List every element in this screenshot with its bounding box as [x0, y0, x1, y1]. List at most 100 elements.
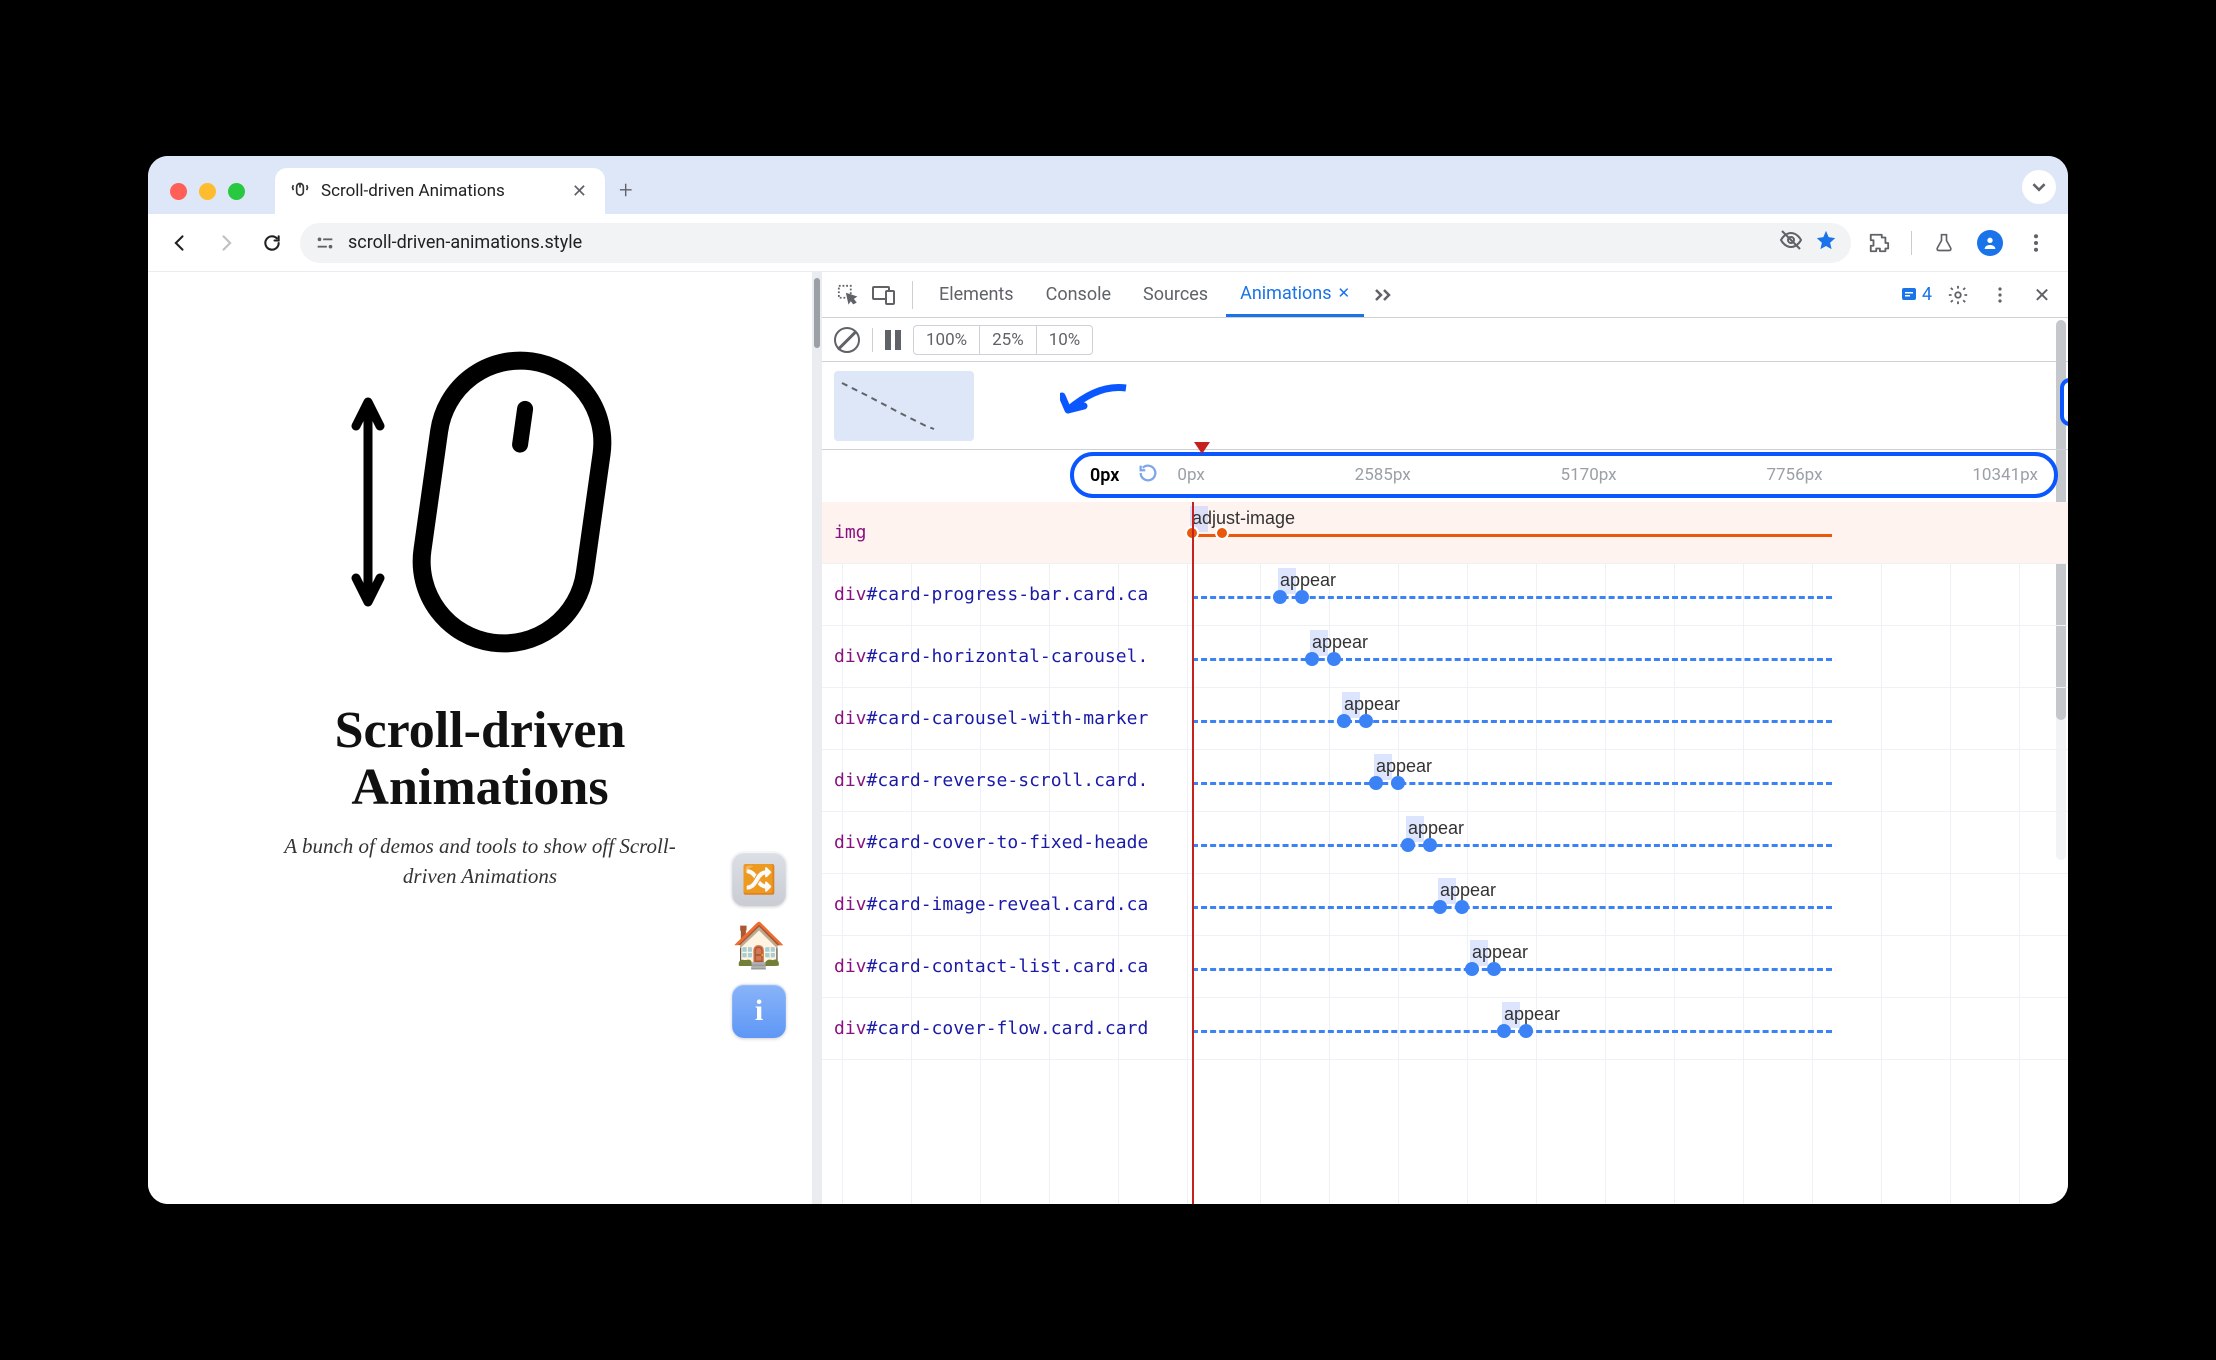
keyframe-marker[interactable] — [1401, 838, 1415, 852]
animation-name-label: adjust-image — [1192, 508, 1295, 529]
timeline-ticks: 0px 2585px 5170px 7756px 10341px — [1177, 465, 2038, 485]
shuffle-button[interactable]: 🔀 — [732, 852, 786, 906]
url-bar[interactable]: scroll-driven-animations.style — [300, 223, 1851, 263]
animation-group-thumb[interactable] — [834, 371, 974, 441]
animation-row[interactable]: div#card-reverse-scroll.card. appear — [822, 750, 2068, 812]
keyframe-marker[interactable] — [1295, 590, 1309, 604]
tab-animations[interactable]: Animations ✕ — [1226, 272, 1364, 317]
devtools-close-icon[interactable]: ✕ — [2026, 279, 2058, 311]
pane-splitter[interactable] — [812, 272, 822, 1204]
settings-gear-icon[interactable] — [1942, 279, 1974, 311]
animation-name-label: appear — [1376, 756, 1432, 777]
animation-track[interactable] — [1192, 968, 1832, 971]
animation-row[interactable]: div#card-cover-flow.card.cardappear — [822, 998, 2068, 1060]
speed-25-button[interactable]: 25% — [980, 326, 1037, 354]
animation-rows: imgadjust-imagediv#card-progress-bar.car… — [822, 502, 2068, 1204]
animation-track[interactable] — [1192, 1030, 1832, 1033]
maximize-window-button[interactable] — [228, 183, 245, 200]
animation-row[interactable]: div#card-image-reveal.card.caappear — [822, 874, 2068, 936]
forward-button[interactable] — [208, 225, 244, 261]
keyframe-marker[interactable] — [1487, 962, 1501, 976]
keyframe-marker[interactable] — [1327, 652, 1341, 666]
page-title: Scroll-driven Animations — [335, 702, 626, 816]
close-window-button[interactable] — [170, 183, 187, 200]
page-pane: Scroll-driven Animations A bunch of demo… — [148, 272, 812, 1204]
keyframe-marker[interactable] — [1273, 590, 1287, 604]
undo-icon[interactable] — [1137, 462, 1159, 488]
animation-row[interactable]: imgadjust-image — [822, 502, 2068, 564]
tick-label: 0px — [1177, 465, 1204, 485]
animation-row[interactable]: div#card-contact-list.card.caappear — [822, 936, 2068, 998]
devtools-menu-icon[interactable] — [1984, 279, 2016, 311]
speed-10-button[interactable]: 10% — [1037, 326, 1093, 354]
playhead-line[interactable] — [1192, 502, 1194, 1204]
animation-track-area: appear — [1192, 812, 2068, 873]
animation-row[interactable]: div#card-horizontal-carousel.appear — [822, 626, 2068, 688]
animations-toolbar: 100% 25% 10% — [822, 318, 2068, 362]
bookmark-star-icon[interactable] — [1815, 229, 1837, 256]
eye-off-icon[interactable] — [1779, 228, 1803, 257]
playhead-marker-icon[interactable] — [1192, 440, 1212, 456]
animation-track[interactable] — [1192, 844, 1832, 847]
site-settings-icon[interactable] — [314, 234, 336, 252]
animation-row-label: div#card-reverse-scroll.card. — [822, 770, 1192, 791]
inspect-element-icon[interactable] — [832, 279, 864, 311]
mouse-icon — [412, 342, 612, 662]
animation-row-label: div#card-horizontal-carousel. — [822, 646, 1192, 667]
animation-track[interactable] — [1192, 782, 1832, 785]
tab-elements[interactable]: Elements — [925, 272, 1028, 317]
new-tab-button[interactable]: + — [605, 176, 647, 214]
keyframe-marker[interactable] — [1465, 962, 1479, 976]
menu-button[interactable] — [2018, 225, 2054, 261]
extensions-icon[interactable] — [1861, 225, 1897, 261]
divider — [912, 281, 913, 309]
clear-animations-button[interactable] — [834, 327, 860, 353]
animation-row-label: div#card-carousel-with-marker — [822, 708, 1192, 729]
browser-toolbar: scroll-driven-animations.style — [148, 214, 2068, 272]
close-icon[interactable]: ✕ — [1338, 284, 1351, 302]
tab-console[interactable]: Console — [1032, 272, 1125, 317]
keyframe-marker[interactable] — [1433, 900, 1447, 914]
animation-track-area: appear — [1192, 750, 2068, 811]
info-button[interactable]: i — [732, 984, 786, 1038]
keyframe-marker[interactable] — [1391, 776, 1405, 790]
tab-sources[interactable]: Sources — [1129, 272, 1222, 317]
content-area: Scroll-driven Animations A bunch of demo… — [148, 272, 2068, 1204]
speed-100-button[interactable]: 100% — [914, 326, 980, 354]
animation-track[interactable] — [1192, 906, 1832, 909]
reload-button[interactable] — [254, 225, 290, 261]
keyframe-marker[interactable] — [1497, 1024, 1511, 1038]
keyframe-marker[interactable] — [1215, 526, 1229, 540]
timeline-header-highlight: 0px 0px 2585px 5170px 7756px 10341px — [1070, 452, 2058, 498]
more-tabs-icon[interactable] — [1368, 279, 1400, 311]
keyframe-marker[interactable] — [1455, 900, 1469, 914]
browser-tab[interactable]: Scroll-driven Animations ✕ — [275, 168, 605, 214]
keyframe-marker[interactable] — [1369, 776, 1383, 790]
animation-row[interactable]: div#card-cover-to-fixed-headeappear — [822, 812, 2068, 874]
animation-row-label: div#card-image-reveal.card.ca — [822, 894, 1192, 915]
keyframe-marker[interactable] — [1359, 714, 1373, 728]
home-button[interactable]: 🏠 — [732, 918, 786, 972]
animation-track[interactable] — [1192, 596, 1832, 599]
tabs-dropdown-button[interactable] — [2022, 170, 2056, 204]
keyframe-marker[interactable] — [1305, 652, 1319, 666]
animation-track[interactable] — [1192, 658, 1832, 661]
minimize-window-button[interactable] — [199, 183, 216, 200]
url-text: scroll-driven-animations.style — [348, 232, 1767, 253]
keyframe-marker[interactable] — [1519, 1024, 1533, 1038]
labs-icon[interactable] — [1926, 225, 1962, 261]
keyframe-marker[interactable] — [1423, 838, 1437, 852]
tab-close-button[interactable]: ✕ — [568, 179, 591, 204]
animation-track-area: adjust-image — [1192, 502, 2068, 563]
device-toolbar-icon[interactable] — [868, 279, 900, 311]
keyframe-marker[interactable] — [1337, 714, 1351, 728]
animation-track[interactable] — [1192, 534, 1832, 537]
issues-badge[interactable]: 4 — [1900, 284, 1932, 305]
animation-row[interactable]: div#card-carousel-with-markerappear — [822, 688, 2068, 750]
animation-track[interactable] — [1192, 720, 1832, 723]
profile-avatar[interactable] — [1972, 225, 2008, 261]
back-button[interactable] — [162, 225, 198, 261]
scroll-driven-badge[interactable] — [2060, 378, 2068, 426]
pause-button[interactable] — [885, 330, 901, 350]
animation-row[interactable]: div#card-progress-bar.card.caappear — [822, 564, 2068, 626]
